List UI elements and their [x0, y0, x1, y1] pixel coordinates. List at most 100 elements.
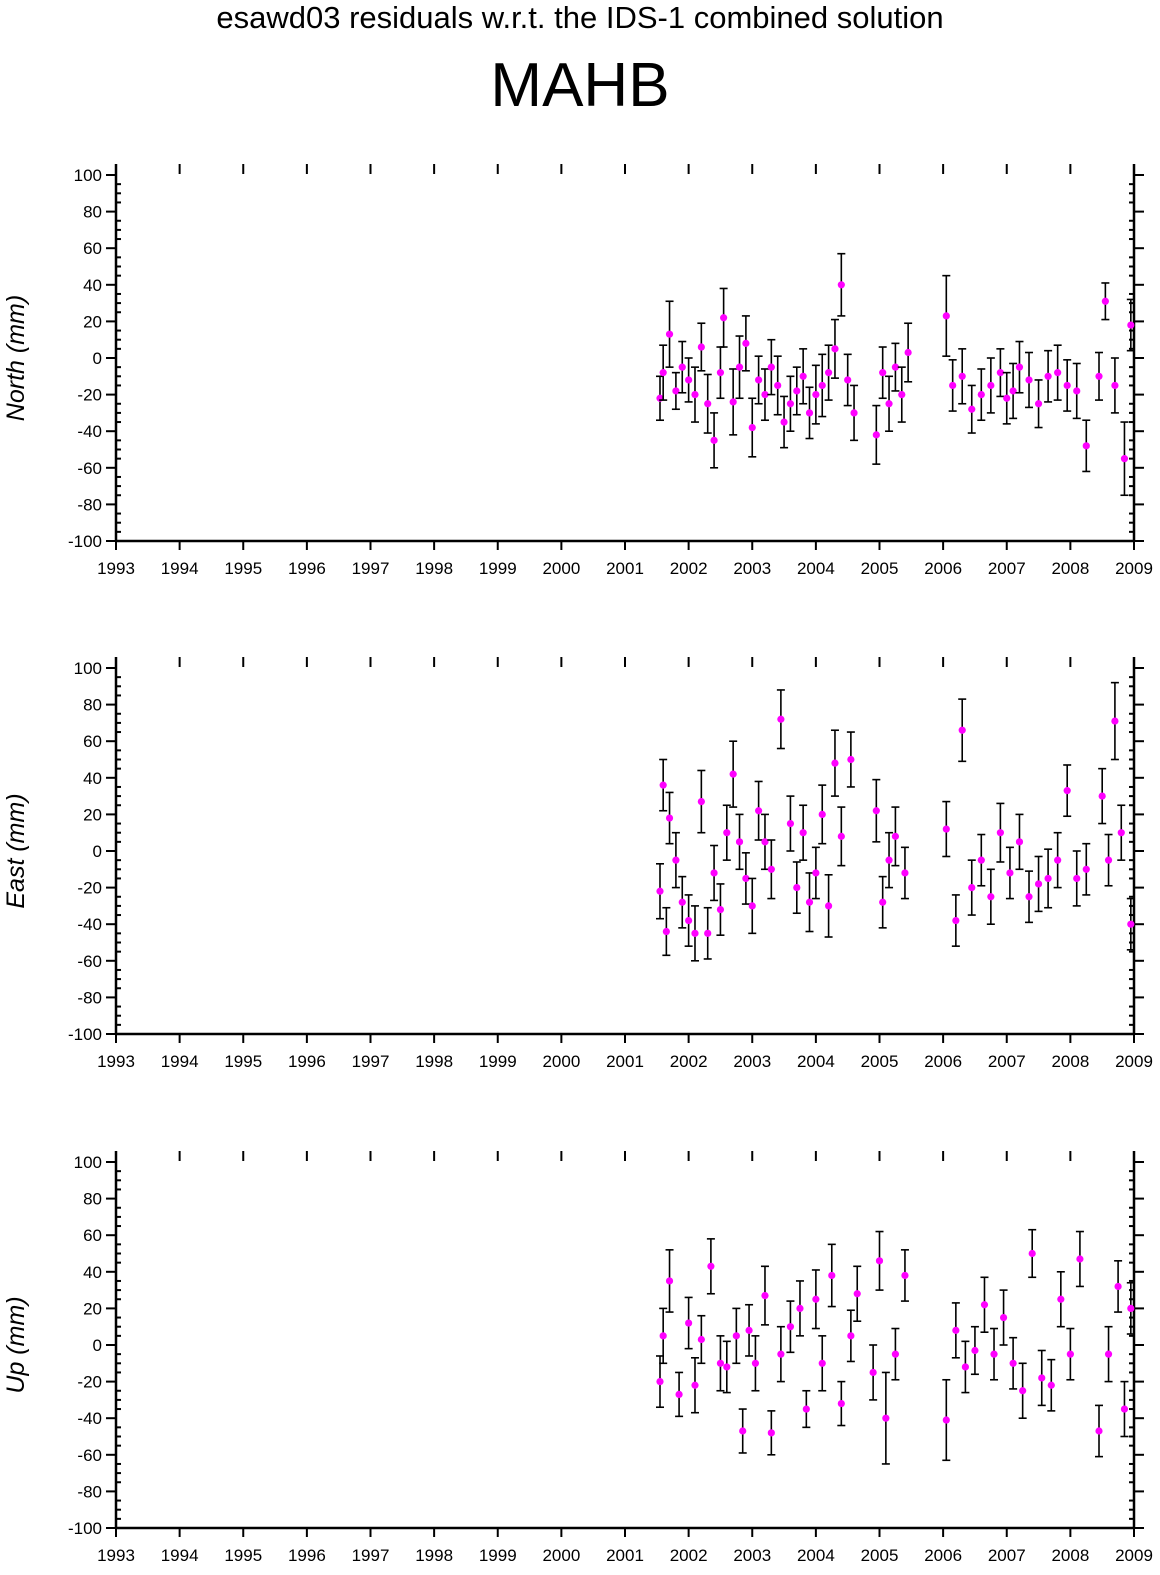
- data-point: [786, 1323, 795, 1331]
- x-tick-label: 1998: [415, 559, 453, 578]
- data-point: [1076, 1255, 1084, 1263]
- data-point: [990, 1350, 998, 1358]
- data-point: [672, 387, 680, 395]
- x-tick-label: 1997: [352, 1052, 390, 1071]
- data-point: [732, 1332, 740, 1340]
- data-point: [891, 363, 900, 371]
- x-tick-label: 1993: [97, 1546, 135, 1565]
- x-tick-label: 2005: [861, 1546, 899, 1565]
- data-point: [710, 869, 718, 877]
- data-point: [968, 405, 976, 413]
- data-point: [793, 387, 801, 395]
- y-tick-label: 40: [83, 276, 102, 295]
- data-point: [1003, 394, 1011, 402]
- y-tick-label: 0: [93, 349, 102, 368]
- data-point: [977, 391, 985, 399]
- x-tick-label: 2002: [670, 1052, 708, 1071]
- data-point: [720, 314, 728, 322]
- data-point: [949, 381, 957, 390]
- series-1: [655, 681, 1135, 962]
- data-point: [882, 1414, 890, 1422]
- x-tick-label: 2002: [670, 559, 708, 578]
- data-point: [685, 1319, 693, 1327]
- data-point: [729, 398, 737, 406]
- x-tick-label: 1993: [97, 1052, 135, 1071]
- data-point: [875, 1257, 884, 1265]
- data-point: [659, 1332, 667, 1340]
- data-point: [780, 418, 788, 426]
- x-tick-label: 1993: [97, 559, 135, 578]
- data-point: [1101, 297, 1109, 305]
- x-tick-label: 1999: [479, 559, 517, 578]
- data-point: [1104, 856, 1113, 864]
- data-point: [1114, 1282, 1122, 1291]
- x-tick-label: 2005: [861, 559, 899, 578]
- data-point: [761, 1291, 769, 1300]
- data-point: [716, 905, 725, 914]
- data-point: [656, 887, 664, 895]
- data-point: [710, 436, 718, 444]
- data-point: [774, 381, 782, 390]
- y-tick-label: 60: [83, 1226, 102, 1245]
- data-point: [987, 893, 995, 901]
- data-point: [697, 797, 705, 806]
- data-point: [678, 898, 686, 906]
- x-tick-label: 1999: [479, 1052, 517, 1071]
- data-point: [1054, 369, 1062, 377]
- data-point: [656, 1378, 664, 1386]
- data-point: [805, 898, 814, 906]
- x-tick-label: 2008: [1051, 559, 1089, 578]
- x-tick-label: 2009: [1115, 1052, 1153, 1071]
- data-point: [691, 1381, 699, 1389]
- chart-panel-2: 1993 1994 1995 1996 1997 1998 1999 2000 2001 2002…: [2, 657, 1153, 1071]
- data-point: [952, 1326, 960, 1334]
- data-point: [1009, 1359, 1017, 1367]
- x-tick-label: 1995: [224, 559, 262, 578]
- y-tick-label: 60: [83, 732, 102, 751]
- data-point: [1117, 829, 1125, 837]
- data-point: [704, 400, 712, 408]
- x-tick-label: 2008: [1051, 1546, 1089, 1565]
- data-point: [847, 1332, 855, 1340]
- data-point: [818, 810, 826, 819]
- data-point: [904, 348, 912, 357]
- data-point: [1098, 792, 1106, 800]
- data-point: [723, 829, 731, 837]
- data-point: [971, 1346, 979, 1355]
- data-point: [996, 829, 1004, 837]
- y-tick-label: 100: [74, 1153, 102, 1172]
- data-point: [805, 409, 814, 417]
- data-point: [825, 902, 833, 910]
- data-point: [980, 1301, 989, 1309]
- data-point: [850, 409, 858, 417]
- x-tick-label: 2007: [988, 559, 1026, 578]
- data-point: [1009, 387, 1017, 395]
- data-point: [958, 372, 966, 380]
- series-1: [655, 1228, 1135, 1465]
- data-point: [659, 369, 667, 377]
- data-point: [1057, 1295, 1065, 1303]
- data-point: [723, 1363, 731, 1371]
- data-point: [812, 1295, 820, 1303]
- data-point: [828, 1271, 836, 1280]
- data-point: [802, 1405, 810, 1413]
- x-tick-label: 1994: [161, 1052, 199, 1071]
- x-tick-label: 2006: [924, 1546, 962, 1565]
- data-point: [742, 874, 750, 883]
- data-point: [675, 1390, 683, 1399]
- x-tick-label: 2001: [606, 1052, 644, 1071]
- x-tick-label: 1998: [415, 1052, 453, 1071]
- y-tick-label: -40: [77, 422, 102, 441]
- data-point: [716, 1359, 725, 1367]
- x-tick-label: 1996: [288, 559, 326, 578]
- data-point: [755, 807, 763, 815]
- data-point: [1044, 372, 1052, 380]
- data-point: [898, 391, 906, 399]
- data-point: [1120, 1405, 1129, 1413]
- data-point: [729, 770, 737, 778]
- data-point: [691, 391, 699, 399]
- x-tick-label: 2001: [606, 1546, 644, 1565]
- data-point: [1066, 1350, 1074, 1358]
- x-tick-label: 2006: [924, 1052, 962, 1071]
- y-tick-label: -60: [77, 1446, 102, 1465]
